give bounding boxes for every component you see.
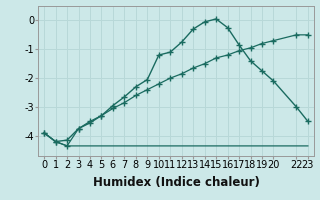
X-axis label: Humidex (Indice chaleur): Humidex (Indice chaleur) [92,176,260,189]
